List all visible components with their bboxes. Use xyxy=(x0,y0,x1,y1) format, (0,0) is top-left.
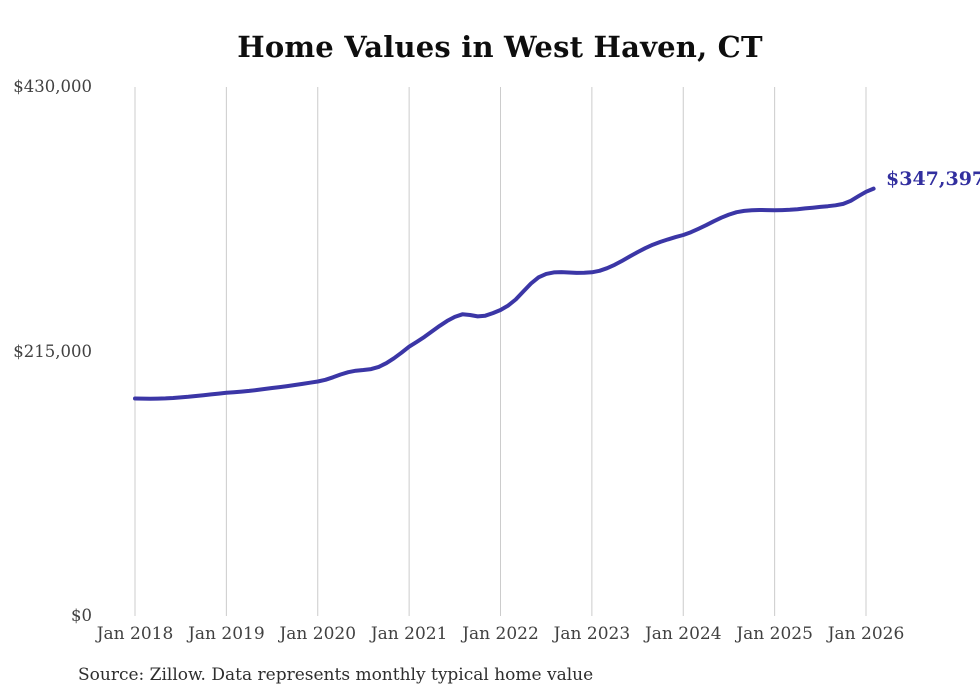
x-axis-label: Jan 2024 xyxy=(644,624,722,644)
y-axis-label: $430,000 xyxy=(13,77,92,96)
x-axis-label: Jan 2018 xyxy=(96,624,174,644)
x-axis-label: Jan 2019 xyxy=(188,624,265,644)
x-axis-label: Jan 2021 xyxy=(370,624,448,644)
y-axis-label: $215,000 xyxy=(13,341,92,361)
home-value-line xyxy=(133,186,876,401)
latest-value-label: $347,397 xyxy=(886,168,980,190)
x-axis-label: Jan 2023 xyxy=(553,624,631,644)
gridlines-group xyxy=(134,87,867,616)
x-axis-label: Jan 2020 xyxy=(279,624,357,644)
x-axis-label: Jan 2025 xyxy=(736,624,813,644)
y-axis-label: $0 xyxy=(71,606,92,625)
source-note: Source: Zillow. Data represents monthly … xyxy=(78,665,594,685)
chart-title: Home Values in West Haven, CT xyxy=(237,30,763,64)
x-axis-label: Jan 2026 xyxy=(827,624,905,644)
x-axis-label: Jan 2022 xyxy=(462,624,539,644)
